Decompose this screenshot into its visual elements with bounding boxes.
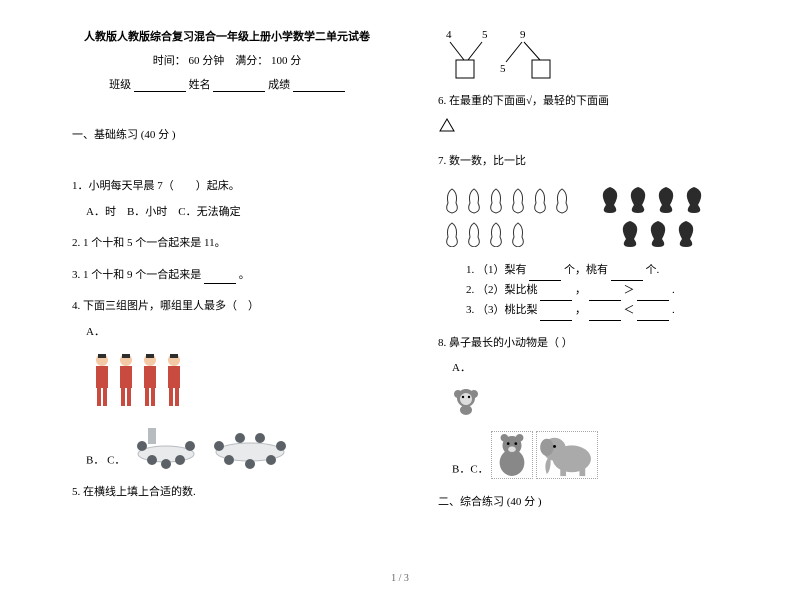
class-blank xyxy=(134,81,186,92)
q7-s2-pre: 2. （2）梨比桃 xyxy=(466,284,540,296)
q7-sub1: 1. （1）梨有 个，桃有 个. xyxy=(466,261,748,281)
q8-optBC: B．C． xyxy=(438,431,748,479)
q3-pre: 3. 1 个十和 9 个一合起来是 xyxy=(72,269,204,281)
q8-optBC-label: B．C． xyxy=(452,463,489,475)
q1-text: 1．小明每天早晨 7（ ）起床。 xyxy=(72,180,240,192)
q7-s2-gt: ＞ xyxy=(624,284,635,296)
q7-s3-post: . xyxy=(672,304,675,316)
q3-blank xyxy=(204,273,236,284)
meeting-icon-1 xyxy=(128,424,204,470)
q8-text: 8. 鼻子最长的小动物是（ ） xyxy=(438,337,573,349)
bear-icon xyxy=(491,431,533,479)
svg-text:9: 9 xyxy=(520,29,526,41)
q7-s3-b1 xyxy=(540,310,572,321)
grade-label: 成绩 xyxy=(268,79,290,91)
question-2: 2. 1 个十和 5 个一合起来是 11。 xyxy=(72,235,382,253)
svg-text:5: 5 xyxy=(500,63,506,75)
q3-post: 。 xyxy=(239,269,250,281)
q7-s3-pre: 3. （3）桃比梨 xyxy=(466,304,540,316)
page: 人教版人教版综合复习混合一年级上册小学数学二单元试卷 时间： 60 分钟 满分：… xyxy=(0,0,800,531)
q7-s3-b3 xyxy=(637,310,669,321)
exam-title: 人教版人教版综合复习混合一年级上册小学数学二单元试卷 xyxy=(72,28,382,44)
right-column: 4 5 9 5 6. 在最重的下面画√，最轻的下面画 7. xyxy=(438,28,748,531)
q7-s2-b2 xyxy=(589,290,621,301)
q4-optA: A． xyxy=(72,324,382,342)
question-7: 7. 数一数，比一比 xyxy=(438,153,748,321)
q7-s2-post: . xyxy=(672,284,675,296)
section-2-heading: 二、综合练习 (40 分 ) xyxy=(438,493,748,509)
q7-s2-b1 xyxy=(540,290,572,301)
svg-text:5: 5 xyxy=(482,29,488,41)
fruits-icon xyxy=(438,181,718,247)
grade-blank xyxy=(293,81,345,92)
q6-text: 6. 在最重的下面画√，最轻的下面画 xyxy=(438,95,609,107)
exam-subtitle: 时间： 60 分钟 满分： 100 分 xyxy=(72,52,382,68)
info-line: 班级 姓名 成绩 xyxy=(72,76,382,92)
q7-s3-lt: ＜ xyxy=(624,304,635,316)
time-label: 时间： xyxy=(153,55,186,67)
q5-figure: 4 5 9 5 xyxy=(438,28,748,85)
name-label: 姓名 xyxy=(189,79,211,91)
page-number: 1 / 3 xyxy=(391,573,409,584)
score-label: 满分： xyxy=(235,55,268,67)
question-6: 6. 在最重的下面画√，最轻的下面画 xyxy=(438,93,748,139)
q7-s3-b2 xyxy=(589,310,621,321)
q7-s3-mid: ， xyxy=(575,304,586,316)
q4-figure-a xyxy=(72,350,382,419)
q8-optA: A． xyxy=(438,360,748,378)
q7-s2-b3 xyxy=(637,290,669,301)
q7-s1-b1 xyxy=(529,270,561,281)
number-tree-icon: 4 5 9 5 xyxy=(438,28,598,82)
people-row-icon xyxy=(86,350,196,412)
question-5: 5. 在横线上填上合适的数. xyxy=(72,484,382,502)
q7-s1-mid: 个，桃有 xyxy=(564,264,611,276)
svg-text:4: 4 xyxy=(446,29,452,41)
triangle-icon xyxy=(438,117,456,133)
question-3: 3. 1 个十和 9 个一合起来是 。 xyxy=(72,267,382,285)
q7-sub3: 3. （3）桃比梨 ， ＜ . xyxy=(466,301,748,321)
question-8: 8. 鼻子最长的小动物是（ ） A． B．C． xyxy=(438,335,748,479)
left-column: 人教版人教版综合复习混合一年级上册小学数学二单元试卷 时间： 60 分钟 满分：… xyxy=(72,28,382,531)
question-1: 1．小明每天早晨 7（ ）起床。 A．时 B．小时 C．无法确定 xyxy=(72,178,382,221)
q7-s1-post: 个. xyxy=(646,264,660,276)
q8-optA-label: A． xyxy=(452,362,471,374)
q7-s1-b2 xyxy=(611,270,643,281)
q8-figA xyxy=(438,386,748,423)
q4-optBC: B． C． xyxy=(72,424,382,470)
monkey-icon xyxy=(452,386,480,416)
q7-sub2: 2. （2）梨比桃 ， ＞ . xyxy=(466,281,748,301)
elephant-icon xyxy=(536,431,598,479)
class-label: 班级 xyxy=(109,79,131,91)
q7-s2-mid: ， xyxy=(575,284,586,296)
section-1-heading: 一、基础练习 (40 分 ) xyxy=(72,126,382,142)
meeting-icon-2 xyxy=(207,424,293,470)
q1-options: A．时 B．小时 C．无法确定 xyxy=(72,204,382,222)
time-value: 60 分钟 xyxy=(189,55,225,67)
question-4: 4. 下面三组图片，哪组里人最多（ ） A． xyxy=(72,298,382,470)
q4-text: 4. 下面三组图片，哪组里人最多（ ） xyxy=(72,300,259,312)
q4-optBC-label: B． C． xyxy=(86,455,125,467)
name-blank xyxy=(213,81,265,92)
score-value: 100 分 xyxy=(271,55,301,67)
q7-s1-pre: 1. （1）梨有 xyxy=(466,264,529,276)
q7-text: 7. 数一数，比一比 xyxy=(438,155,526,167)
